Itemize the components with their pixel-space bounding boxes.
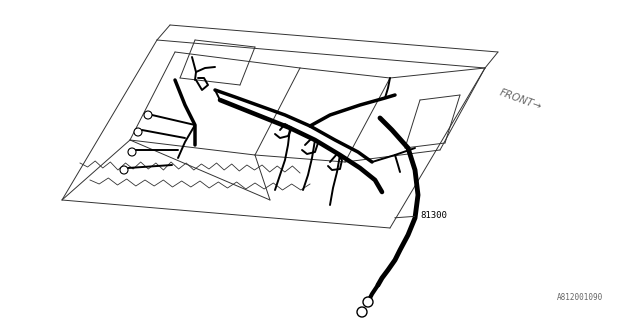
Circle shape	[363, 297, 373, 307]
Text: 81300: 81300	[395, 211, 447, 220]
Circle shape	[134, 128, 142, 136]
Circle shape	[357, 307, 367, 317]
Circle shape	[128, 148, 136, 156]
Text: A812001090: A812001090	[557, 293, 603, 302]
Circle shape	[144, 111, 152, 119]
Text: FRONT→: FRONT→	[498, 88, 543, 112]
Circle shape	[120, 166, 128, 174]
